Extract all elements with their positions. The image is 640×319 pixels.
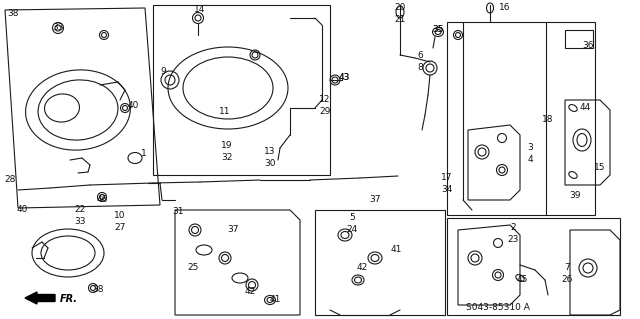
Text: 32: 32: [221, 153, 233, 162]
Text: 35: 35: [432, 26, 444, 34]
Text: 43: 43: [339, 73, 349, 83]
Text: 42: 42: [244, 287, 255, 296]
Text: 41: 41: [269, 295, 281, 305]
Text: 44: 44: [579, 103, 591, 113]
Text: 38: 38: [92, 286, 104, 294]
Text: 42: 42: [356, 263, 367, 272]
Text: 34: 34: [442, 186, 452, 195]
Text: 15: 15: [595, 164, 605, 173]
Text: 27: 27: [115, 222, 125, 232]
Text: 13: 13: [264, 147, 276, 157]
Text: 24: 24: [346, 226, 358, 234]
Text: 38: 38: [7, 10, 19, 19]
Text: 21: 21: [394, 16, 406, 25]
Text: 8: 8: [417, 63, 423, 71]
FancyArrow shape: [25, 292, 55, 304]
Text: 35: 35: [432, 26, 444, 34]
Text: 2: 2: [510, 224, 516, 233]
Text: 12: 12: [319, 95, 331, 105]
Text: 6: 6: [417, 50, 423, 60]
Text: 16: 16: [499, 4, 511, 12]
Text: 18: 18: [542, 115, 554, 124]
Text: 1: 1: [141, 150, 147, 159]
Text: 28: 28: [4, 175, 16, 184]
Text: 10: 10: [115, 211, 125, 219]
Text: 40: 40: [127, 100, 139, 109]
Text: 30: 30: [264, 160, 276, 168]
Text: 11: 11: [220, 108, 231, 116]
Text: 23: 23: [508, 235, 518, 244]
Text: 43: 43: [339, 73, 349, 83]
Text: 37: 37: [369, 196, 381, 204]
Text: 3: 3: [527, 144, 533, 152]
Text: S043-85310 A: S043-85310 A: [466, 303, 530, 313]
Text: 33: 33: [52, 24, 64, 33]
Text: 46: 46: [96, 196, 108, 204]
Text: 19: 19: [221, 142, 233, 151]
Text: 33: 33: [74, 218, 86, 226]
Text: 25: 25: [188, 263, 198, 272]
Text: 14: 14: [195, 5, 205, 14]
Text: 45: 45: [516, 276, 528, 285]
Text: 17: 17: [441, 174, 452, 182]
Text: 4: 4: [527, 155, 533, 165]
Text: 9: 9: [160, 68, 166, 77]
Text: 36: 36: [582, 41, 594, 50]
Text: 39: 39: [569, 190, 580, 199]
Bar: [565, 30, 593, 48]
Text: 5: 5: [349, 213, 355, 222]
Text: 7: 7: [564, 263, 570, 272]
Text: 40: 40: [16, 205, 28, 214]
Text: 26: 26: [561, 276, 573, 285]
Text: 22: 22: [74, 205, 86, 214]
Text: FR.: FR.: [60, 294, 78, 304]
Text: 29: 29: [319, 108, 331, 116]
Text: 37: 37: [227, 226, 239, 234]
Text: 41: 41: [390, 246, 402, 255]
Text: 20: 20: [394, 4, 406, 12]
Text: 31: 31: [172, 207, 184, 217]
